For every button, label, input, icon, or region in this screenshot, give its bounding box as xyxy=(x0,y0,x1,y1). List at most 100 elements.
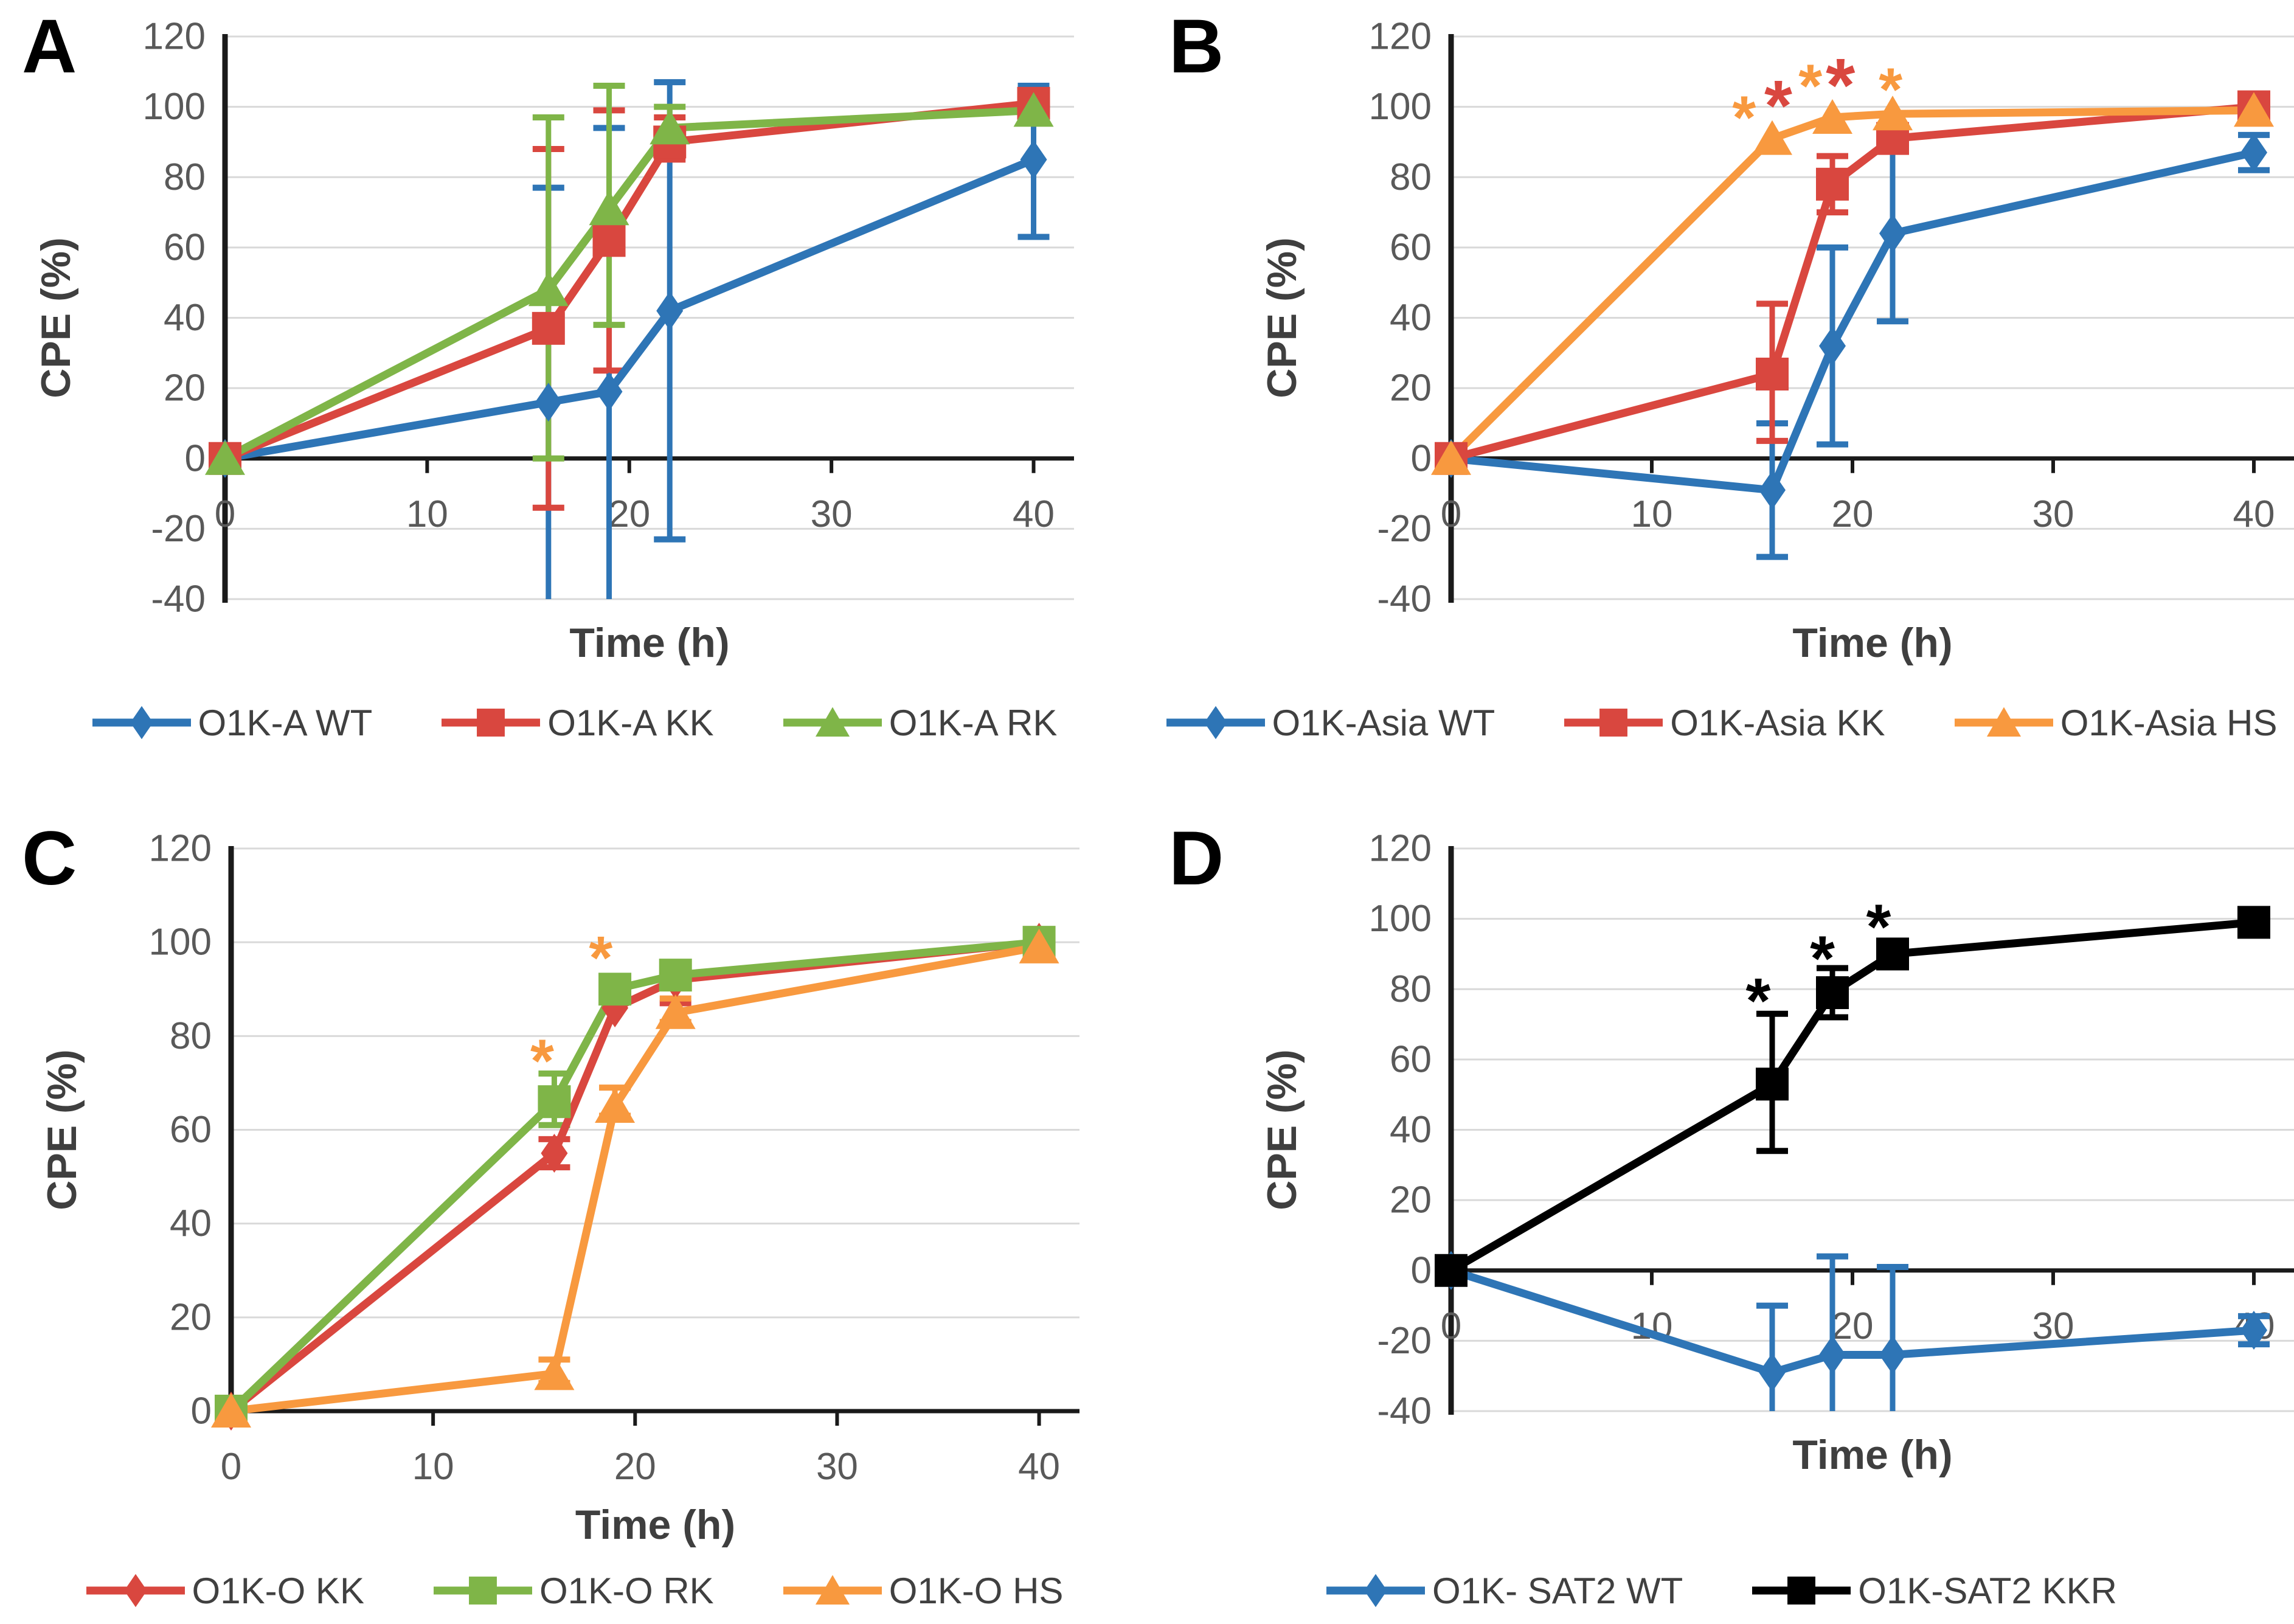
data-point-marker xyxy=(655,994,696,1029)
data-point-marker xyxy=(532,311,565,345)
data-point-marker xyxy=(534,1355,575,1390)
series-line-O1K-A-KK xyxy=(221,99,1038,463)
asterisk-annotation: * xyxy=(1798,52,1822,120)
legend-marker-sample xyxy=(477,709,505,737)
legend-label: O1K-Asia WT xyxy=(1272,702,1495,743)
legend-C: O1K-O KK O1K-O RK O1K-O HS xyxy=(0,1566,1147,1615)
y-tick-label: 20 xyxy=(1390,367,1432,409)
legend-label: O1K-A KK xyxy=(547,702,714,743)
legend-marker-sample xyxy=(815,1575,850,1605)
legend-item-O1K-A-RK: O1K-A RK xyxy=(781,698,1058,747)
y-tick-label: 100 xyxy=(1369,86,1432,128)
legend-label: O1K-A WT xyxy=(198,702,373,743)
y-tick-label: 80 xyxy=(164,156,206,198)
square-marker-icon xyxy=(442,709,541,737)
data-point-marker xyxy=(589,190,629,226)
data-point-marker xyxy=(1756,358,1789,390)
legend-marker-sample xyxy=(1204,706,1227,740)
diamond-marker-icon xyxy=(1166,706,1265,740)
y-tick-label: 0 xyxy=(191,1390,212,1432)
legend-D: O1K- SAT2 WT O1K-SAT2 KKR xyxy=(1147,1566,2294,1615)
data-point-marker xyxy=(592,224,626,257)
x-tick-label: 10 xyxy=(1631,493,1673,535)
series-line-O1K-Asia-KK xyxy=(1447,103,2258,463)
gridlines xyxy=(1451,847,2294,1412)
x-tick-label: 30 xyxy=(816,1446,858,1488)
data-point-marker xyxy=(1019,928,1059,963)
y-tick-label: 20 xyxy=(164,367,206,409)
x-axis-title: Time (h) xyxy=(1792,620,1952,666)
legend-label: O1K-Asia HS xyxy=(2060,702,2278,743)
legend-label: O1K-Asia KK xyxy=(1670,702,1885,743)
data-point-marker xyxy=(595,1088,636,1123)
legend-item-O1K-A-WT: O1K-A WT xyxy=(90,698,373,747)
data-point-marker xyxy=(205,440,245,475)
legend-marker-sample xyxy=(469,1577,497,1605)
data-point-marker xyxy=(1759,470,1786,510)
legend-item-O1K-A-KK: O1K-A KK xyxy=(439,698,714,747)
legend-marker-sample xyxy=(130,706,153,740)
series-markers-O1K-Asia-HS xyxy=(1431,92,2274,475)
triangle-marker-icon xyxy=(1954,707,2053,737)
y-tick-label: 40 xyxy=(1390,297,1432,339)
legend-marker-sample xyxy=(123,1574,147,1608)
significance-annotations: * * * xyxy=(1745,891,1891,1036)
y-tick-label: -20 xyxy=(1377,508,1432,550)
data-point-marker xyxy=(650,109,690,145)
legend-label: O1K-O HS xyxy=(889,1570,1064,1611)
y-tick-label: 40 xyxy=(1390,1109,1432,1151)
data-point-marker xyxy=(535,383,562,422)
y-axis-tick-labels: 0 20 40 60 80 100 120 xyxy=(149,828,212,1432)
data-point-marker xyxy=(1876,937,1909,971)
x-tick-label: 20 xyxy=(608,493,650,535)
data-point-marker xyxy=(1819,326,1846,366)
y-tick-label: 80 xyxy=(1390,968,1432,1010)
y-tick-label: -40 xyxy=(151,578,206,620)
legend-label: O1K- SAT2 WT xyxy=(1432,1570,1683,1611)
y-tick-label: 0 xyxy=(1411,1249,1432,1291)
y-tick-label: 60 xyxy=(164,226,206,268)
x-tick-label: 20 xyxy=(1832,493,1874,535)
panel-B: B -40 -20 0 20 40 60 80 100 120 0 10 20 30 40 Time (h)… xyxy=(1147,0,2294,812)
gridlines xyxy=(231,847,1079,1319)
error-bars xyxy=(532,79,1050,599)
data-point-marker xyxy=(1759,1353,1786,1392)
legend-marker-sample xyxy=(1986,707,2021,737)
series-markers-O1K-Asia-KK xyxy=(1435,90,2270,475)
y-tick-label: 120 xyxy=(1369,828,1432,870)
panel-A: A -40 -20 0 20 40 60 80 100 120 0 10 20 30 40 Time (h)… xyxy=(0,0,1147,812)
x-tick-label: 20 xyxy=(1832,1305,1874,1347)
x-tick-label: 30 xyxy=(2032,493,2074,535)
series-markers-O1K-O-RK xyxy=(215,926,1056,1428)
y-axis-tick-labels: -40 -20 0 20 40 60 80 100 120 xyxy=(143,16,206,620)
y-tick-label: 60 xyxy=(1390,226,1432,268)
y-axis-title: CPE (%) xyxy=(1259,1049,1305,1210)
data-point-marker xyxy=(2240,1311,2267,1350)
significance-annotations: * * * * * xyxy=(1732,43,1902,151)
y-tick-label: 80 xyxy=(170,1015,212,1057)
x-tick-label: 0 xyxy=(221,1446,241,1488)
diamond-marker-icon xyxy=(86,1574,185,1608)
legend-label: O1K-A RK xyxy=(889,702,1058,743)
asterisk-annotation: * xyxy=(1879,55,1902,123)
data-point-marker xyxy=(656,291,684,330)
asterisk-annotation: * xyxy=(1732,84,1756,152)
y-tick-label: 100 xyxy=(1369,898,1432,940)
asterisk-annotation: * xyxy=(530,1027,554,1095)
y-tick-label: -20 xyxy=(151,508,206,550)
data-point-marker xyxy=(1020,140,1047,179)
data-point-marker xyxy=(1816,167,1849,201)
series-line-O1K-O-RK xyxy=(227,938,1044,1415)
y-tick-label: 60 xyxy=(170,1109,212,1151)
x-tick-label: 10 xyxy=(412,1446,454,1488)
legend-marker-sample xyxy=(1787,1577,1816,1605)
data-point-marker xyxy=(528,271,569,307)
data-point-marker xyxy=(1013,92,1054,127)
square-marker-icon xyxy=(1752,1577,1851,1605)
y-tick-label: 120 xyxy=(1369,16,1432,58)
panel-label-C: C xyxy=(22,816,77,901)
data-point-marker xyxy=(1879,213,1906,253)
panel-label-D: D xyxy=(1169,816,1224,901)
